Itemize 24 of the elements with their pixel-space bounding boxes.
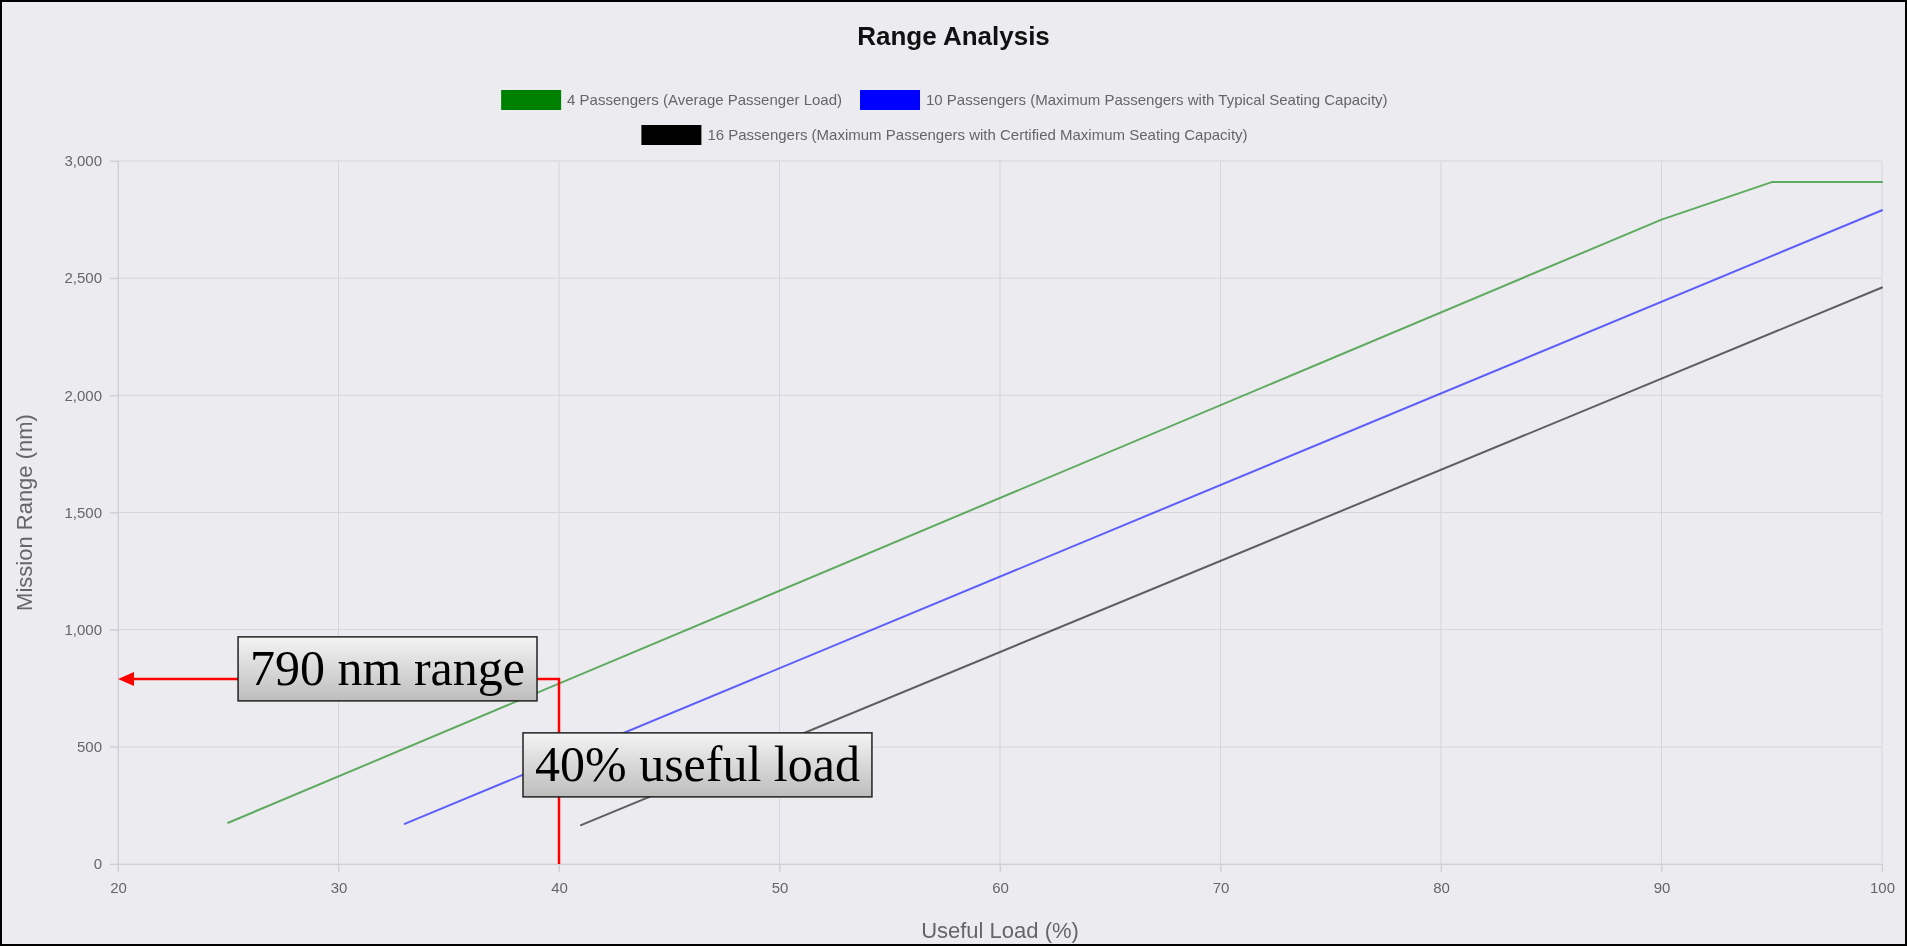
y-tick-label: 500 <box>76 738 102 756</box>
y-tick-label: 1,500 <box>64 503 102 521</box>
y-tick-label: 2,500 <box>64 269 102 287</box>
y-tick-label: 1,000 <box>64 620 102 638</box>
chart-title: Range Analysis <box>857 21 1050 51</box>
x-tick-label: 80 <box>1433 878 1450 896</box>
y-tick-label: 0 <box>93 855 102 873</box>
y-tick-label: 3,000 <box>64 152 102 170</box>
x-tick-label: 100 <box>1869 878 1896 896</box>
y-axis-title: Mission Range (nm) <box>12 414 37 611</box>
annotation: 790 nm range <box>250 639 525 696</box>
annotation: 40% useful load <box>535 735 860 792</box>
legend-label: 16 Passengers (Maximum Passengers with Certified Maximum Seating Capacity) <box>707 126 1248 143</box>
x-tick-label: 30 <box>330 878 348 896</box>
x-tick-label: 50 <box>771 878 789 896</box>
x-tick-label: 90 <box>1653 878 1671 896</box>
x-tick-label: 40 <box>551 878 568 896</box>
legend-label: 10 Passengers (Maximum Passengers with Typical Seating Capacity) <box>926 91 1388 108</box>
x-tick-label: 70 <box>1212 878 1230 896</box>
x-axis-title: Useful Load (%) <box>921 918 1079 943</box>
legend-label: 4 Passengers (Average Passenger Load) <box>567 91 843 108</box>
y-tick-label: 2,000 <box>64 386 102 404</box>
x-tick-label: 60 <box>992 878 1009 896</box>
x-tick-label: 20 <box>110 878 127 896</box>
